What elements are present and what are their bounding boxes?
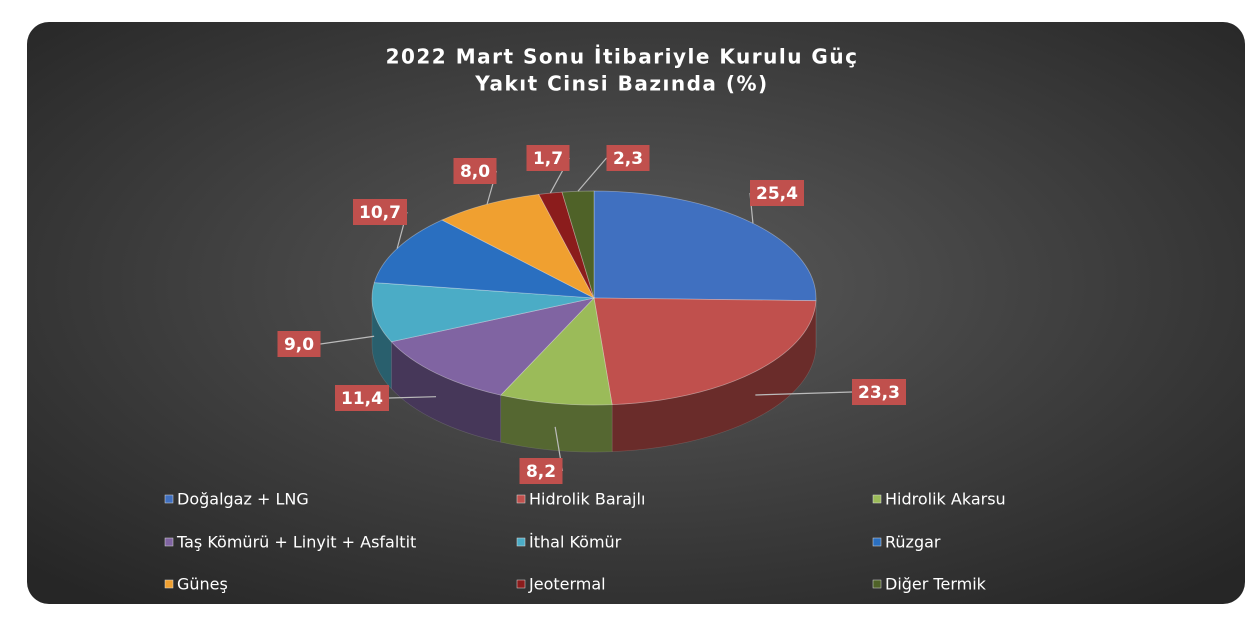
slice [390, 297, 596, 396]
data-label: 25,4 [756, 184, 798, 204]
legend-label: Güneş [177, 575, 228, 594]
data-label-box [526, 145, 570, 171]
leader-line [577, 157, 607, 192]
data-label-box [606, 145, 650, 171]
slice [371, 282, 595, 343]
data-label-box [852, 379, 906, 405]
legend-marker [516, 494, 526, 504]
leader-line [320, 335, 375, 345]
legend-label: Hidrolik Akarsu [885, 490, 1006, 509]
legend-label: Rüzgar [885, 533, 941, 552]
data-label-box [335, 385, 389, 411]
legend-marker [164, 494, 174, 504]
legend-marker [164, 537, 174, 547]
slice [593, 190, 817, 302]
legend-marker [516, 537, 526, 547]
data-label-box [277, 331, 321, 357]
chart-title: 2022 Mart Sonu İtibariyle Kurulu Güç [386, 45, 859, 69]
legend-label: Doğalgaz + LNG [177, 490, 309, 509]
legend-marker [164, 579, 174, 589]
data-label: 1,7 [533, 149, 563, 169]
legend-marker [872, 494, 882, 504]
leader-line [755, 391, 853, 396]
legend-marker [872, 537, 882, 547]
leader-line [388, 396, 437, 399]
data-label: 9,0 [284, 335, 314, 355]
data-label: 8,0 [460, 162, 490, 182]
legend-marker [872, 579, 882, 589]
legend-marker [516, 579, 526, 589]
data-label-box [453, 158, 497, 184]
data-label-box [353, 199, 407, 225]
data-label: 2,3 [613, 149, 643, 169]
slice [593, 297, 817, 406]
legend-label: Diğer Termik [885, 575, 987, 594]
legend-label: İthal Kömür [529, 533, 622, 552]
data-label: 11,4 [341, 389, 383, 409]
slice [441, 193, 595, 299]
data-label: 10,7 [359, 203, 401, 223]
data-label: 23,3 [858, 383, 900, 403]
legend-label: Jeotermal [528, 575, 606, 594]
data-label: 8,2 [526, 462, 556, 482]
data-label-box [519, 458, 563, 484]
legend-label: Hidrolik Barajlı [529, 490, 645, 509]
legend-label: Taş Kömürü + Linyit + Asfaltit [176, 533, 416, 552]
slice [499, 297, 613, 406]
data-label-box [750, 180, 804, 206]
chart-title: Yakıt Cinsi Bazında (%) [474, 72, 768, 96]
